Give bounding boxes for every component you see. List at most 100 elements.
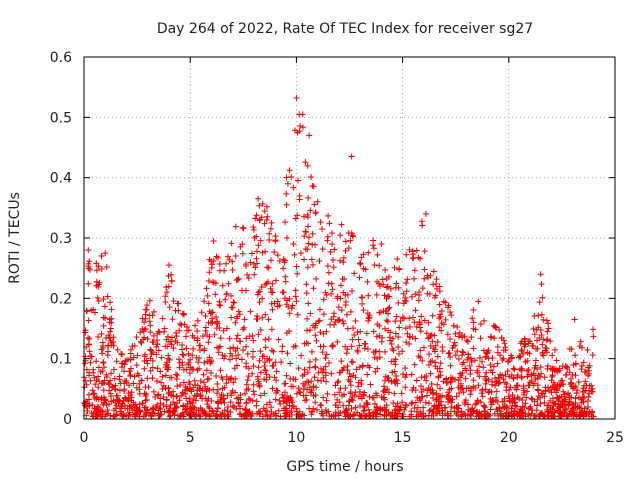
data-point: [291, 251, 298, 258]
data-point: [342, 238, 349, 245]
data-point: [349, 397, 356, 404]
data-point: [301, 256, 308, 263]
data-point: [418, 218, 425, 225]
data-point: [421, 275, 428, 282]
data-point: [507, 384, 514, 391]
data-point: [571, 316, 578, 323]
data-points: [81, 95, 597, 420]
data-point: [272, 238, 279, 245]
data-point: [585, 403, 592, 410]
data-point: [348, 405, 355, 412]
data-point: [334, 338, 341, 345]
data-point: [423, 330, 430, 337]
data-point: [219, 376, 226, 383]
data-point: [359, 300, 366, 307]
data-point: [213, 325, 220, 332]
data-point: [137, 329, 144, 336]
data-point: [161, 325, 168, 332]
data-point: [330, 256, 337, 263]
data-point: [90, 366, 97, 373]
data-point: [290, 375, 297, 382]
data-point: [317, 329, 324, 336]
data-point: [547, 365, 554, 372]
data-point: [425, 319, 432, 326]
data-point: [257, 369, 264, 376]
data-point: [270, 362, 277, 369]
data-point: [154, 365, 161, 372]
data-point: [381, 325, 388, 332]
data-point: [313, 275, 320, 282]
data-point: [101, 377, 108, 384]
data-point: [438, 320, 445, 327]
data-point: [163, 289, 170, 296]
data-point: [585, 410, 592, 417]
data-point: [275, 407, 282, 414]
data-point: [264, 408, 271, 415]
data-point: [461, 333, 468, 340]
data-point: [322, 363, 329, 370]
data-point: [312, 210, 319, 217]
data-point: [116, 387, 123, 394]
data-point: [100, 296, 107, 303]
data-point: [238, 287, 245, 294]
data-point: [448, 403, 455, 410]
data-point: [283, 372, 290, 379]
data-point: [447, 374, 454, 381]
data-point: [93, 267, 100, 274]
data-point: [317, 365, 324, 372]
data-point: [203, 285, 210, 292]
data-point: [103, 373, 110, 380]
data-point: [573, 409, 580, 416]
data-point: [335, 304, 342, 311]
data-point: [351, 392, 358, 399]
data-point: [326, 220, 333, 227]
data-point: [361, 404, 368, 411]
data-point: [406, 413, 413, 420]
data-point: [271, 248, 278, 255]
data-point: [529, 407, 536, 414]
data-point: [325, 408, 332, 415]
data-point: [320, 311, 327, 318]
data-point: [479, 358, 486, 365]
data-point: [311, 374, 318, 381]
data-point: [305, 240, 312, 247]
data-point: [419, 357, 426, 364]
data-point: [273, 412, 280, 419]
data-point: [411, 267, 418, 274]
data-point: [389, 335, 396, 342]
data-point: [96, 378, 103, 385]
data-point: [535, 387, 542, 394]
data-point: [542, 387, 549, 394]
data-point: [309, 261, 316, 268]
data-point: [165, 384, 172, 391]
data-point: [395, 350, 402, 357]
data-point: [95, 334, 102, 341]
data-point: [249, 348, 256, 355]
data-point: [296, 408, 303, 415]
data-point: [439, 344, 446, 350]
data-point: [179, 310, 186, 317]
data-point: [255, 242, 262, 249]
data-point: [340, 402, 347, 409]
data-point: [347, 382, 354, 389]
data-point: [232, 348, 239, 355]
data-point: [514, 412, 521, 419]
data-point: [236, 403, 243, 410]
data-point: [479, 386, 486, 393]
data-point: [299, 372, 306, 379]
data-point: [365, 406, 372, 413]
data-point: [383, 317, 390, 324]
data-point: [324, 390, 331, 397]
x-tick-label: 10: [287, 430, 305, 446]
data-point: [254, 312, 261, 319]
data-point: [338, 358, 345, 365]
data-point: [212, 291, 219, 298]
data-point: [141, 353, 148, 360]
data-point: [265, 264, 272, 271]
data-point: [490, 363, 497, 370]
data-point: [202, 383, 209, 390]
data-point: [194, 328, 201, 335]
data-point: [91, 374, 98, 381]
data-point: [107, 390, 114, 397]
data-point: [537, 271, 544, 278]
